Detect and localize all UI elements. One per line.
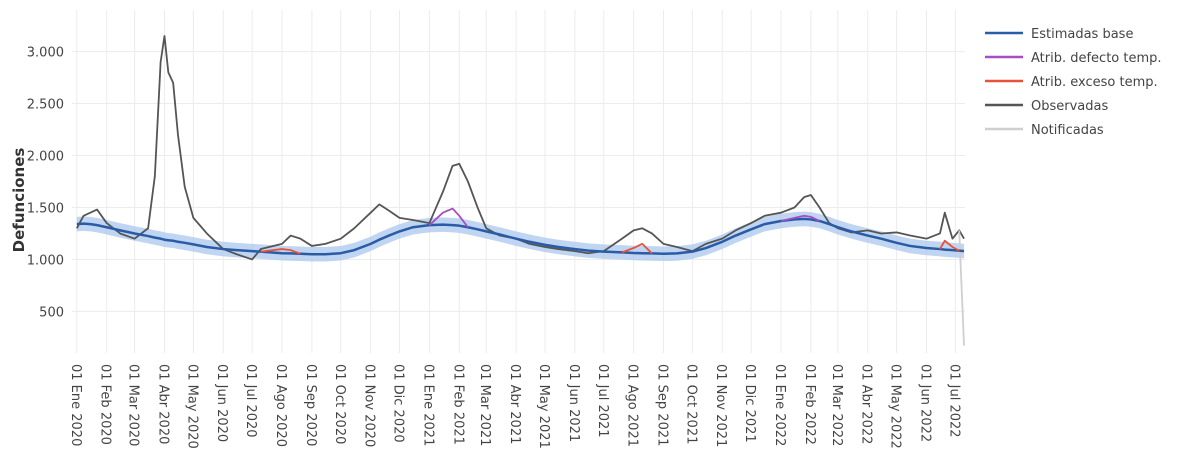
x-tick-label: 01 May 2020	[184, 364, 199, 449]
x-tick-label: 01 Oct 2020	[332, 364, 347, 444]
series-line	[76, 35, 965, 261]
x-tick-label: 01 Oct 2021	[683, 364, 698, 444]
legend-label: Observadas	[1031, 99, 1108, 114]
x-tick-label: 01 Jun 2021	[566, 364, 581, 442]
x-tick-label: 01 Feb 2022	[802, 364, 817, 445]
x-tick-label: 01 Jul 2020	[243, 364, 258, 438]
x-tick-label: 01 Ene 2022	[772, 364, 787, 446]
x-tick-label: 01 Ene 2021	[420, 364, 435, 446]
x-tick-label: 01 Abr 2022	[859, 364, 874, 444]
legend-label: Atrib. exceso temp.	[1031, 75, 1158, 90]
series-line	[260, 239, 960, 255]
legend-label: Estimadas base	[1031, 27, 1133, 42]
x-tick-label: 01 May 2021	[536, 364, 551, 449]
series-line	[428, 207, 820, 228]
x-tick-label: 01 Feb 2020	[98, 364, 113, 445]
x-tick-label: 01 Abr 2020	[155, 364, 170, 444]
x-tick-label: 01 Nov 2020	[362, 364, 377, 447]
y-tick-label: 1.000	[27, 253, 64, 268]
x-tick-label: 01 May 2022	[888, 364, 903, 449]
confidence-band	[76, 211, 965, 262]
x-tick-label: 01 Sep 2020	[303, 364, 318, 446]
x-tick-label: 01 Dic 2021	[742, 364, 757, 443]
x-tick-label: 01 Ago 2020	[273, 364, 288, 447]
x-tick-label: 01 Sep 2021	[654, 364, 669, 446]
x-tick-label: 01 Ago 2021	[625, 364, 640, 447]
x-tick-label: 01 Mar 2020	[126, 364, 141, 446]
x-tick-label: 01 Ene 2020	[68, 364, 83, 446]
x-tick-label: 01 Feb 2021	[450, 364, 465, 445]
x-tick-label: 01 Jul 2021	[595, 364, 610, 438]
x-tick-label: 01 Jul 2022	[946, 364, 961, 438]
series-line	[76, 217, 965, 256]
x-tick-label: 01 Mar 2022	[829, 364, 844, 446]
x-tick-label: 01 Mar 2021	[477, 364, 492, 446]
y-tick-label: 2.500	[27, 98, 64, 113]
y-tick-label: 1.500	[27, 201, 64, 216]
y-tick-label: 500	[39, 305, 64, 320]
x-tick-label: 01 Jun 2020	[214, 364, 229, 442]
x-tick-label: 01 Jun 2022	[917, 364, 932, 442]
x-tick-label: 01 Nov 2021	[713, 364, 728, 447]
x-tick-label: 01 Dic 2020	[391, 364, 406, 443]
y-axis-label: Defunciones	[10, 148, 28, 253]
y-tick-label: 2.000	[27, 150, 64, 165]
x-tick-label: 01 Abr 2021	[507, 364, 522, 444]
legend-label: Atrib. defecto temp.	[1031, 51, 1162, 66]
y-tick-label: 3.000	[27, 46, 64, 61]
legend-label: Notificadas	[1031, 123, 1104, 138]
